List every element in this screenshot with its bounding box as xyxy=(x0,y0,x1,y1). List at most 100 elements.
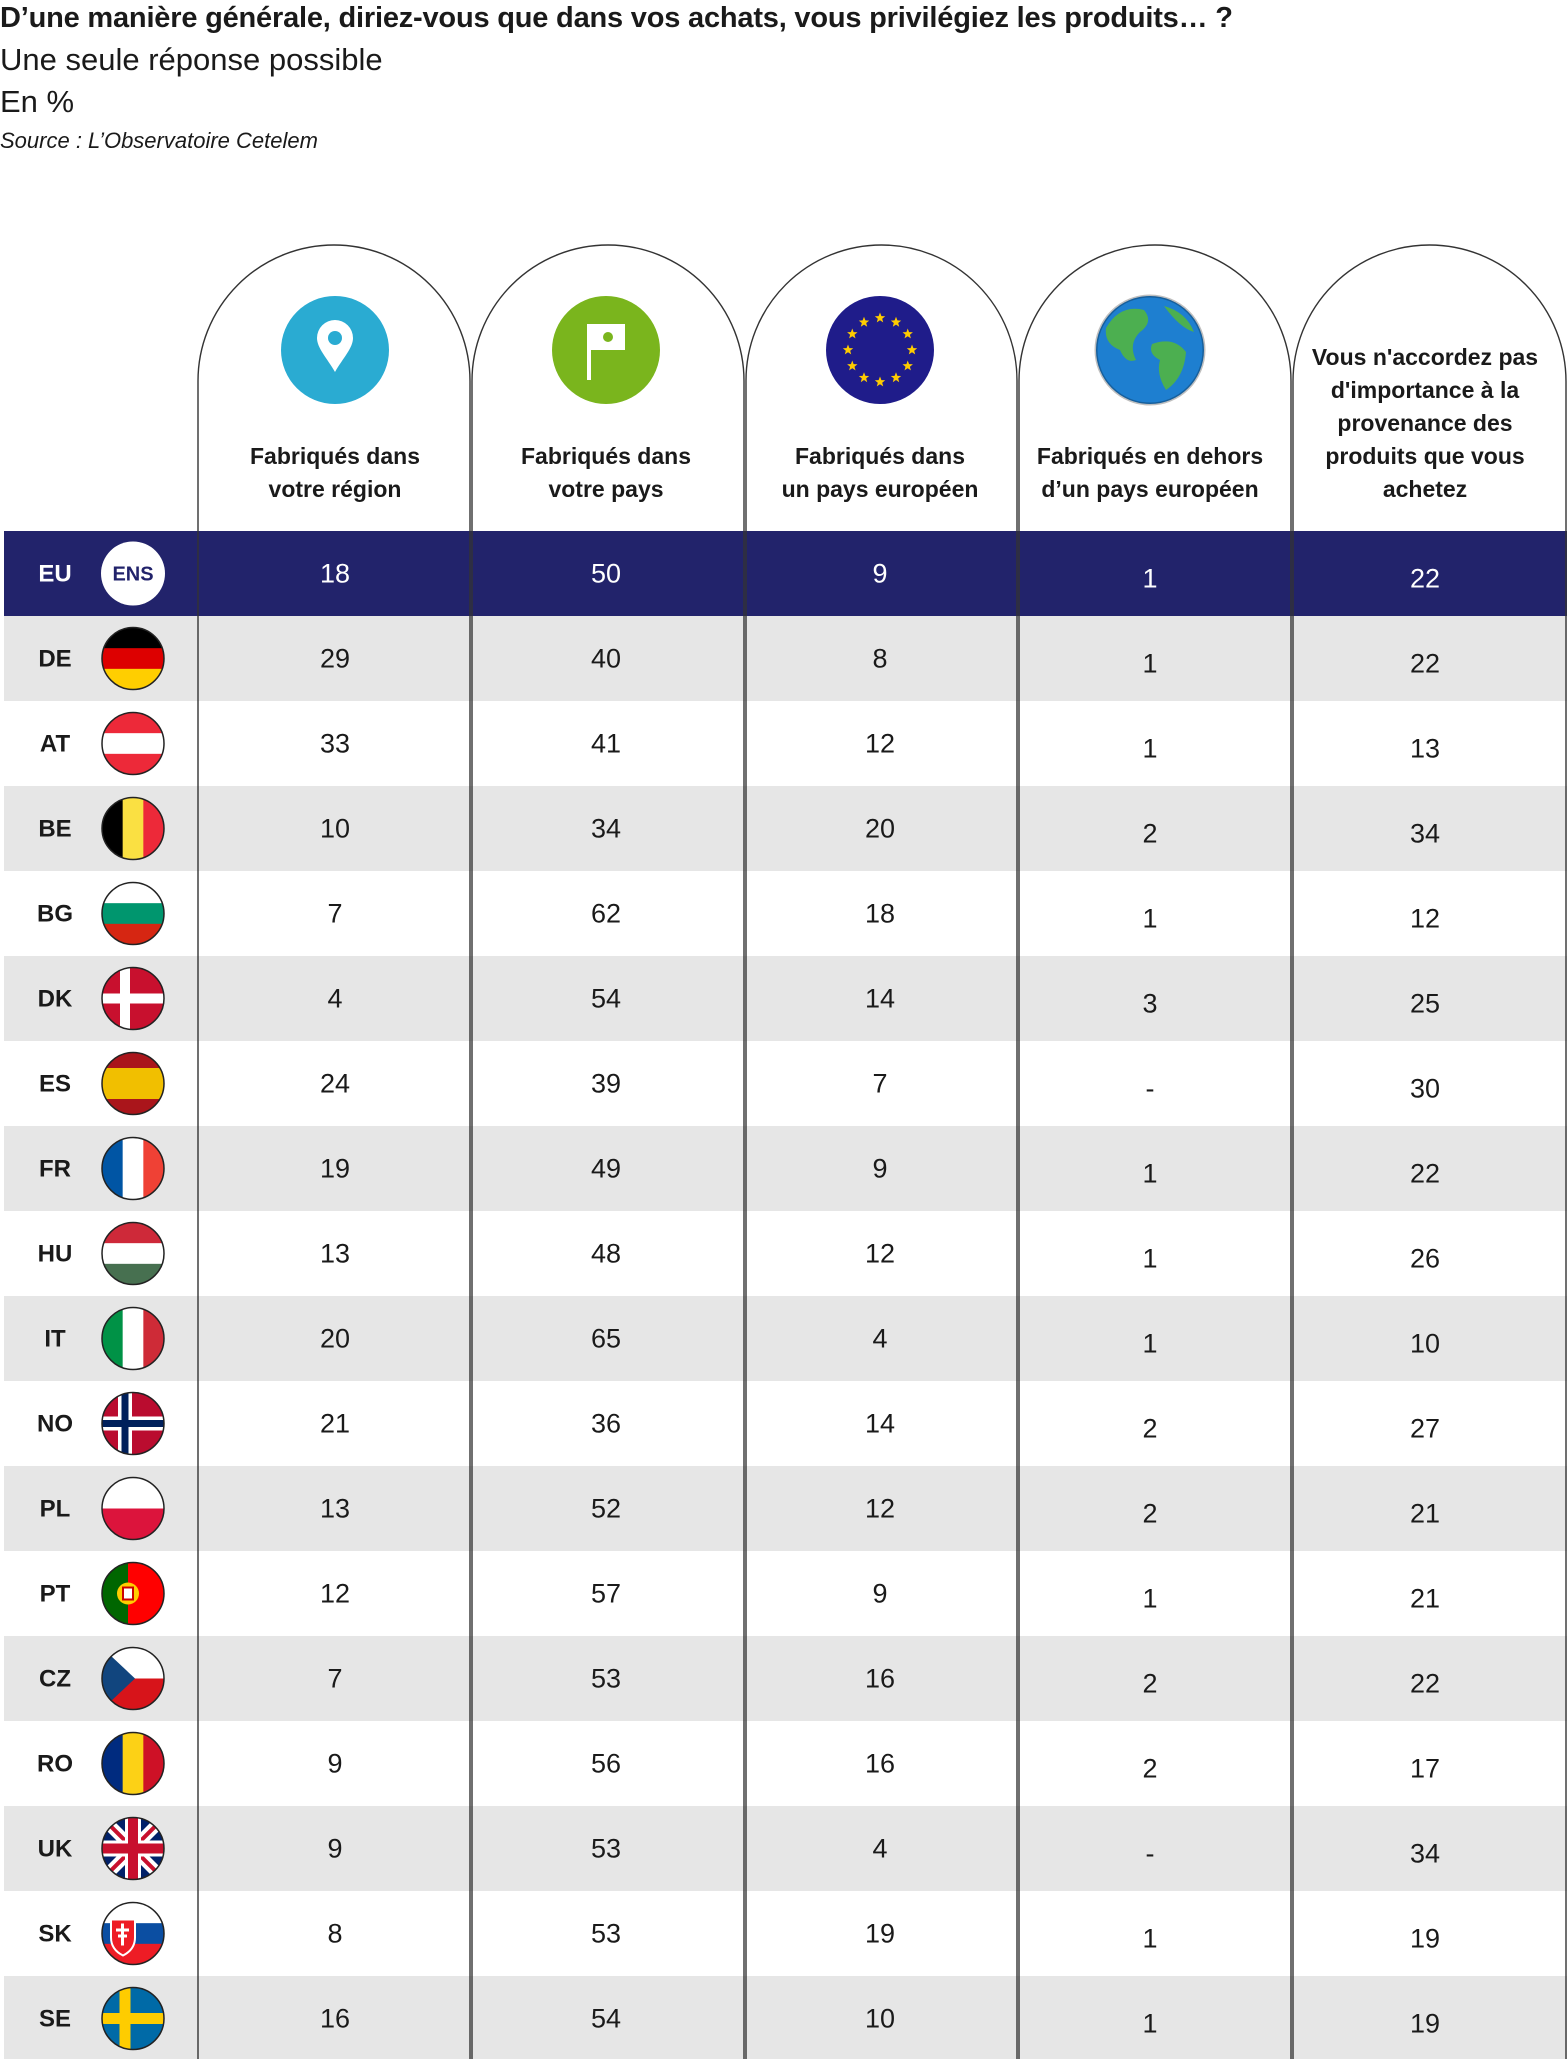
table-cell: 1 xyxy=(1142,564,1157,594)
table-cell: 13 xyxy=(1410,734,1440,764)
table-cell: 53 xyxy=(591,1834,621,1864)
table-cell: 54 xyxy=(591,2004,621,2034)
table-cell: 48 xyxy=(591,1239,621,1269)
country-code: AT xyxy=(40,731,71,758)
flag-be-icon xyxy=(101,796,165,861)
table-cell: 24 xyxy=(320,1069,350,1099)
table-cell: 20 xyxy=(865,814,895,844)
table-cell: 39 xyxy=(591,1069,621,1099)
column-header-label: votre région xyxy=(269,476,402,502)
table-cell: 12 xyxy=(865,1239,895,1269)
column-header-label: Fabriqués dans xyxy=(521,443,691,469)
table-cell: 7 xyxy=(327,1664,342,1694)
table-cell: 21 xyxy=(1410,1499,1440,1529)
table-cell: 26 xyxy=(1410,1244,1440,1274)
table-cell: 40 xyxy=(591,644,621,674)
eu-stars-icon xyxy=(826,296,934,404)
table-cell: 9 xyxy=(872,1154,887,1184)
table-cell: 19 xyxy=(1410,1924,1440,1954)
table-cell: 7 xyxy=(327,899,342,929)
table-cell: 1 xyxy=(1142,1244,1157,1274)
stripe-background xyxy=(4,1636,1567,1721)
table-cell: 53 xyxy=(591,1919,621,1949)
table-cell: 1 xyxy=(1142,1159,1157,1189)
flag-sk-icon xyxy=(101,1901,165,1966)
table-cell: 22 xyxy=(1410,564,1440,594)
flag-de-icon xyxy=(101,626,165,691)
chart-title: D’une manière générale, diriez-vous que … xyxy=(0,2,1233,34)
table-cell: 4 xyxy=(872,1834,887,1864)
flag-se-icon xyxy=(101,1986,165,2051)
table-cell: 12 xyxy=(320,1579,350,1609)
stripe-background xyxy=(4,1296,1567,1381)
table-cell: 49 xyxy=(591,1154,621,1184)
table-cell: 19 xyxy=(320,1154,350,1184)
flag-it-icon xyxy=(101,1306,165,1371)
flag-no-icon xyxy=(101,1391,165,1456)
table-cell: 29 xyxy=(320,644,350,674)
flag-pt-icon xyxy=(101,1561,165,1626)
country-code: BE xyxy=(38,816,71,843)
table-cell: 2 xyxy=(1142,1414,1157,1444)
source-note: Source : L’Observatoire Cetelem xyxy=(0,128,318,153)
table-cell: 1 xyxy=(1142,904,1157,934)
column-header-label: provenance des xyxy=(1337,410,1512,436)
table-cell: 10 xyxy=(1410,1329,1440,1359)
table-cell: 17 xyxy=(1410,1754,1440,1784)
stripe-background xyxy=(4,1126,1567,1211)
table-cell: 13 xyxy=(320,1494,350,1524)
country-code: PT xyxy=(40,1581,71,1608)
flag-icon xyxy=(552,296,660,404)
table-cell: 41 xyxy=(591,729,621,759)
table-cell: 4 xyxy=(327,984,342,1014)
table-cell: 16 xyxy=(865,1664,895,1694)
table-cell: 2 xyxy=(1142,1499,1157,1529)
column-arch xyxy=(471,244,745,2059)
table-cell: 62 xyxy=(591,899,621,929)
table-cell: 9 xyxy=(327,1834,342,1864)
table-cell: 20 xyxy=(320,1324,350,1354)
table-cell: 53 xyxy=(591,1664,621,1694)
column-header-label: Vous n'accordez pas xyxy=(1312,344,1538,370)
table-cell: 12 xyxy=(865,1494,895,1524)
country-code: EU xyxy=(38,561,71,588)
table-cell: 3 xyxy=(1142,989,1157,1019)
table-cell: 65 xyxy=(591,1324,621,1354)
table-cell: 2 xyxy=(1142,1754,1157,1784)
chart-subtitle: Une seule réponse possible xyxy=(0,42,383,77)
country-code: NO xyxy=(37,1411,73,1438)
country-code: ES xyxy=(39,1071,71,1098)
table-cell: 12 xyxy=(1410,904,1440,934)
table-cell: 52 xyxy=(591,1494,621,1524)
table-cell: 36 xyxy=(591,1409,621,1439)
column-header-label: Fabriqués en dehors xyxy=(1037,443,1263,469)
table-cell: 19 xyxy=(865,1919,895,1949)
table-cell: 34 xyxy=(1410,819,1440,849)
country-code: SE xyxy=(39,2006,71,2033)
table-cell: 8 xyxy=(872,644,887,674)
table-cell: 14 xyxy=(865,984,895,1014)
table-cell: 9 xyxy=(327,1749,342,1779)
table-cell: 1 xyxy=(1142,1329,1157,1359)
column-arch xyxy=(197,244,471,2059)
unit-label: En % xyxy=(0,84,75,119)
table-cell: 30 xyxy=(1410,1074,1440,1104)
table-cell: 25 xyxy=(1410,989,1440,1019)
table-cell: 8 xyxy=(327,1919,342,1949)
flag-uk-icon xyxy=(101,1816,165,1881)
stripe-background xyxy=(4,1466,1567,1551)
table-cell: 2 xyxy=(1142,1669,1157,1699)
ens-badge-label: ENS xyxy=(112,564,153,586)
table-cell: 1 xyxy=(1142,1924,1157,1954)
country-code: DK xyxy=(38,986,73,1013)
table-cell: 1 xyxy=(1142,2009,1157,2039)
table-cell: 9 xyxy=(872,559,887,589)
flag-cz-icon xyxy=(101,1646,165,1711)
country-code: PL xyxy=(40,1496,71,1523)
table-cell: 34 xyxy=(1410,1839,1440,1869)
table-cell: 9 xyxy=(872,1579,887,1609)
table-cell: 22 xyxy=(1410,649,1440,679)
eu-row-background xyxy=(4,531,1567,616)
column-header-label: votre pays xyxy=(548,476,663,502)
